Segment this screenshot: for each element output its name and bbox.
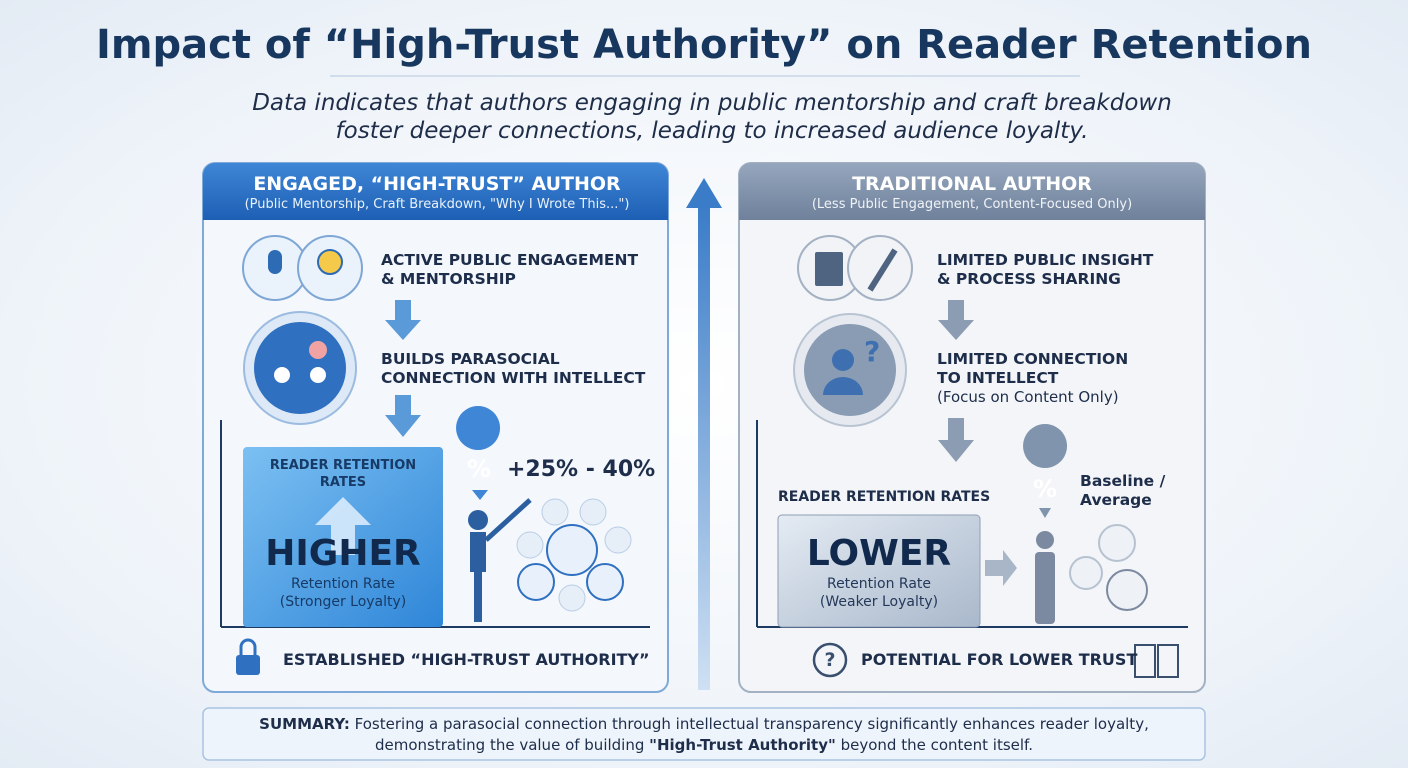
subtitle: Data indicates that authors engaging in … (252, 90, 1172, 116)
summary-text: Fostering a parasocial connection throug… (349, 715, 1149, 733)
box-label: RATES (319, 475, 367, 490)
box-value: LOWER (806, 533, 952, 574)
step: LIMITED PUBLIC INSIGHT (937, 251, 1154, 269)
panel-subtitle: (Public Mentorship, Craft Breakdown, "Wh… (244, 197, 630, 212)
summary-text: demonstrating the value of building (374, 736, 650, 754)
box-label: READER RETENTION RATES (778, 489, 991, 505)
stat-icon: % (1032, 475, 1058, 503)
panel-footer: POTENTIAL FOR LOWER TRUST (861, 650, 1138, 669)
summary-label: SUMMARY: (259, 715, 350, 733)
box-label: READER RETENTION (269, 458, 417, 473)
stat: Baseline / (1080, 472, 1166, 490)
summary-emphasis: "High-Trust Authority" (649, 736, 836, 754)
panel-title: ENGAGED, “HIGH-TRUST” AUTHOR (253, 173, 621, 195)
box-value: HIGHER (265, 533, 421, 574)
step: ACTIVE PUBLIC ENGAGEMENT (381, 251, 639, 269)
question-icon: ? (864, 335, 881, 368)
stat: Average (1080, 491, 1152, 509)
step: CONNECTION WITH INTELLECT (381, 369, 646, 387)
summary-text: beyond the content itself. (835, 736, 1034, 754)
step: & MENTORSHIP (381, 270, 516, 288)
title: Impact of “High-Trust Authority” on Read… (95, 22, 1313, 68)
step: LIMITED CONNECTION (937, 350, 1129, 368)
panel-subtitle: (Less Public Engagement, Content-Focused… (811, 197, 1133, 212)
box-caption: Retention Rate (290, 576, 396, 592)
step: TO INTELLECT (937, 369, 1059, 387)
stat: +25% - 40% (507, 457, 656, 482)
step: & PROCESS SHARING (937, 270, 1121, 288)
footer-icon: ? (824, 649, 836, 671)
box-caption: (Weaker Loyalty) (819, 594, 939, 610)
panel-title: TRADITIONAL AUTHOR (852, 173, 1092, 195)
panel-footer: ESTABLISHED “HIGH-TRUST AUTHORITY” (283, 650, 650, 669)
stat-icon: % (466, 455, 492, 483)
step-note: (Focus on Content Only) (937, 388, 1119, 406)
summary-line: SUMMARY: Fostering a parasocial connecti… (259, 715, 1149, 733)
summary-line: demonstrating the value of building "Hig… (375, 736, 1033, 754)
subtitle: foster deeper connections, leading to in… (335, 118, 1089, 144)
step: BUILDS PARASOCIAL (381, 350, 560, 368)
box-caption: (Stronger Loyalty) (279, 594, 407, 610)
box-caption: Retention Rate (826, 576, 932, 592)
